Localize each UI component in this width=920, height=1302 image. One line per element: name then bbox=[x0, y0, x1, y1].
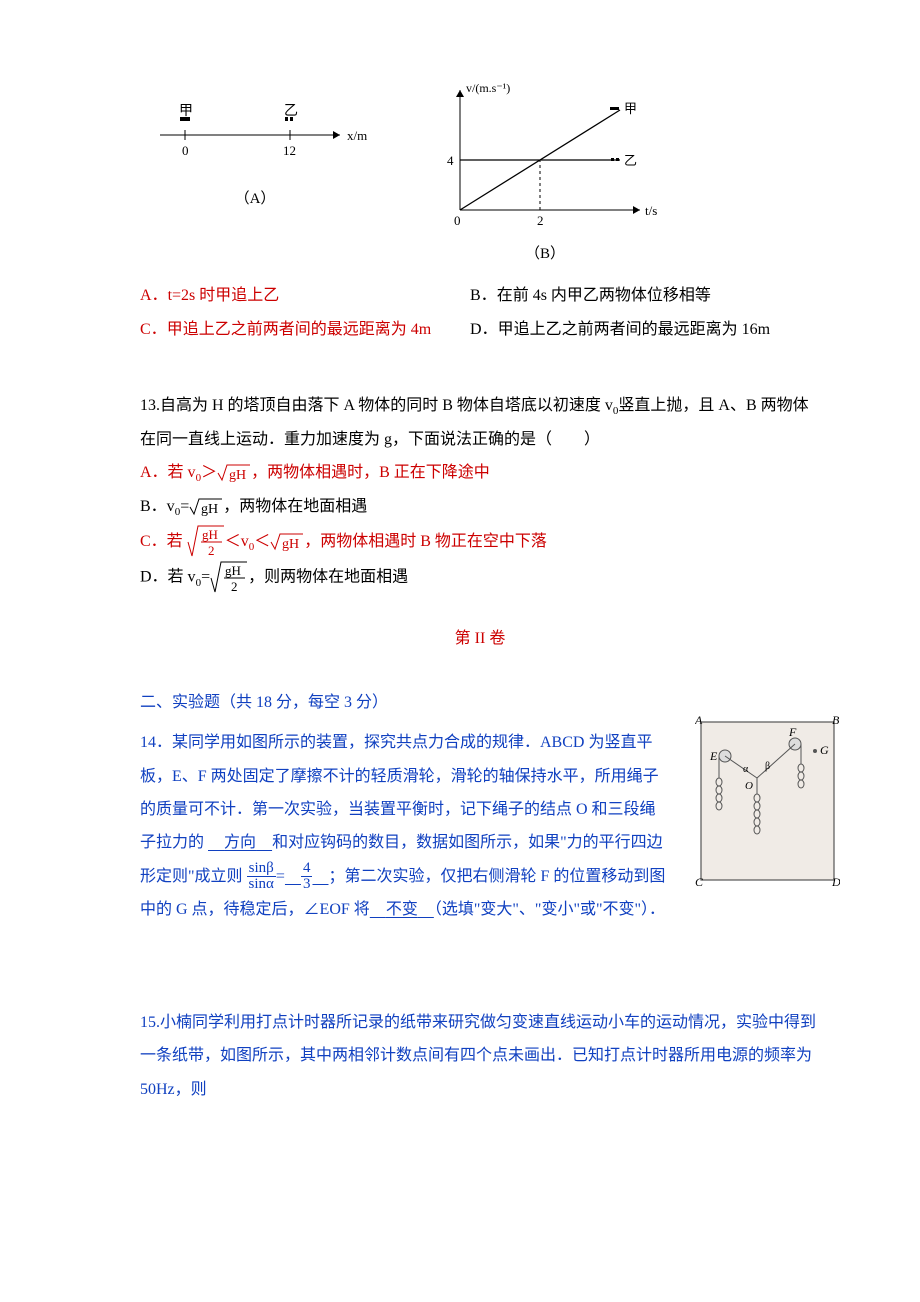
q12-opt-d-text: 甲追上乙之前两者间的最远距离为 16m bbox=[498, 321, 770, 338]
sqrt-gh-2: gH bbox=[189, 491, 223, 524]
q12-opt-d-letter: D． bbox=[470, 321, 498, 338]
q15: 15.小楠同学利用打点计时器所记录的纸带来研究做匀变速直线运动小车的运动情况，实… bbox=[140, 1006, 820, 1106]
figure-a-caption: （A） bbox=[140, 187, 370, 208]
sqrt-gh-1: gH bbox=[217, 457, 251, 490]
axis-x-label: x/m bbox=[347, 128, 367, 143]
svg-text:t/s: t/s bbox=[645, 203, 657, 218]
q12-opt-b-text: 在前 4s 内甲乙两物体位移相等 bbox=[497, 287, 711, 304]
svg-text:4: 4 bbox=[447, 153, 454, 168]
figure-b-caption: （B） bbox=[420, 242, 670, 263]
svg-text:2: 2 bbox=[208, 543, 215, 558]
svg-text:gH: gH bbox=[229, 468, 246, 483]
q13-b-post: ，两物体在地面相遇 bbox=[223, 498, 367, 515]
svg-text:甲: 甲 bbox=[624, 101, 637, 116]
q14-tail: （选填"变大"、"变小"或"不变"）． bbox=[434, 901, 665, 918]
q13-b-mid: = bbox=[180, 498, 189, 515]
q14-eq: = bbox=[276, 868, 285, 885]
svg-text:0: 0 bbox=[454, 213, 461, 228]
svg-text:gH: gH bbox=[282, 537, 299, 552]
q12-opt-c-letter: C． bbox=[140, 321, 167, 338]
section-2-subtitle: 二、实验题（共 18 分，每空 3 分） bbox=[140, 688, 820, 712]
svg-text:v/(m.s⁻¹): v/(m.s⁻¹) bbox=[466, 81, 510, 95]
svg-text:D: D bbox=[831, 875, 840, 886]
svg-text:gH: gH bbox=[201, 502, 218, 517]
svg-text:gH: gH bbox=[202, 527, 218, 542]
q13-stem-1: 13.自高为 H 的塔顶自由落下 A 物体的同时 B 物体自塔底以初速度 v bbox=[140, 397, 613, 414]
svg-text:B: B bbox=[832, 716, 840, 727]
sqrt-gh-3: gH bbox=[270, 526, 304, 559]
figure-a: 0 12 x/m 甲 乙 （A） bbox=[140, 80, 370, 263]
q13-d-post: ，则两物体在地面相遇 bbox=[248, 569, 408, 586]
q14-blank3: 不变 bbox=[370, 901, 434, 918]
figure-b: 4 2 0 t/s v/(m.s⁻¹) 甲 乙 （B） bbox=[420, 80, 670, 263]
q15-stem: 15.小楠同学利用打点计时器所记录的纸带来研究做匀变速直线运动小车的运动情况，实… bbox=[140, 1014, 816, 1098]
section-2-title: 第 II 卷 bbox=[140, 624, 820, 648]
marker-yi: 乙 bbox=[284, 103, 298, 119]
q12-opt-a-text: t=2s 时甲追上乙 bbox=[168, 287, 280, 304]
svg-text:G: G bbox=[820, 743, 829, 757]
q13-d-mid: = bbox=[201, 569, 210, 586]
svg-text:O: O bbox=[745, 780, 753, 792]
sqrt-gh2-1: gH2 bbox=[187, 524, 225, 560]
svg-text:2: 2 bbox=[537, 213, 544, 228]
q14: 14．某同学用如图所示的装置，探究共点力合成的规律．ABCD 为竖直平板，E、F… bbox=[140, 726, 670, 926]
svg-text:β: β bbox=[765, 761, 770, 772]
q13-a-pre: A．若 v bbox=[140, 464, 196, 481]
q13-c-post: ，两物体相遇时 B 物正在空中下落 bbox=[304, 533, 547, 550]
svg-text:gH: gH bbox=[225, 563, 241, 578]
q12-opt-c-text: 甲追上乙之前两者间的最远距离为 4m bbox=[167, 321, 431, 338]
q13: 13.自高为 H 的塔顶自由落下 A 物体的同时 B 物体自塔底以初速度 v0竖… bbox=[140, 389, 820, 596]
q13-d-pre: D．若 v bbox=[140, 569, 196, 586]
q13-c-mid1: ＜v bbox=[225, 533, 249, 550]
q13-b-pre: B．v bbox=[140, 498, 175, 515]
svg-text:α: α bbox=[743, 764, 749, 775]
svg-text:C: C bbox=[695, 875, 704, 886]
q13-a-post: ，两物体相遇时，B 正在下降途中 bbox=[251, 464, 490, 481]
sqrt-gh2-2: gH2 bbox=[210, 560, 248, 596]
q12-opt-a-letter: A． bbox=[140, 287, 168, 304]
marker-jia: 甲 bbox=[179, 104, 193, 119]
q13-c-mid2: ＜ bbox=[254, 533, 270, 550]
svg-text:2: 2 bbox=[231, 579, 238, 594]
svg-text:F: F bbox=[788, 725, 797, 739]
q14-frac: sinβsinα bbox=[247, 861, 276, 892]
svg-text:E: E bbox=[709, 749, 718, 763]
q14-diagram: A B C D E F G O α β bbox=[695, 716, 840, 891]
q14-blank1: 方向 bbox=[208, 834, 272, 851]
tick-12: 12 bbox=[283, 143, 296, 158]
svg-text:A: A bbox=[695, 716, 703, 727]
svg-text:乙: 乙 bbox=[624, 153, 637, 168]
tick-0: 0 bbox=[182, 143, 189, 158]
q13-c-pre: C．若 bbox=[140, 533, 183, 550]
q12-opt-b-letter: B． bbox=[470, 287, 497, 304]
q14-blank2: 43 bbox=[285, 868, 329, 885]
q13-a-mid: ＞ bbox=[201, 464, 217, 481]
